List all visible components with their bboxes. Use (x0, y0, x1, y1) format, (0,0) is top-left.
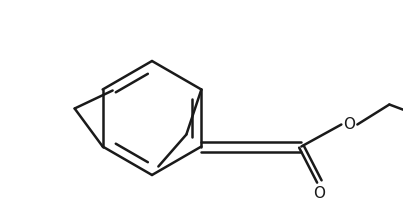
Text: O: O (343, 117, 355, 132)
Text: O: O (314, 186, 325, 201)
